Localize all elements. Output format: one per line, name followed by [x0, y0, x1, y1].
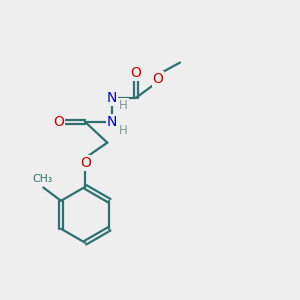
Text: N: N [106, 91, 117, 105]
Text: O: O [53, 115, 64, 129]
Text: CH₃: CH₃ [33, 174, 53, 184]
Text: N: N [106, 115, 117, 129]
Text: H: H [118, 124, 127, 137]
Text: O: O [130, 66, 141, 80]
Text: O: O [80, 156, 91, 170]
Text: O: O [152, 72, 164, 86]
Text: H: H [119, 99, 128, 112]
